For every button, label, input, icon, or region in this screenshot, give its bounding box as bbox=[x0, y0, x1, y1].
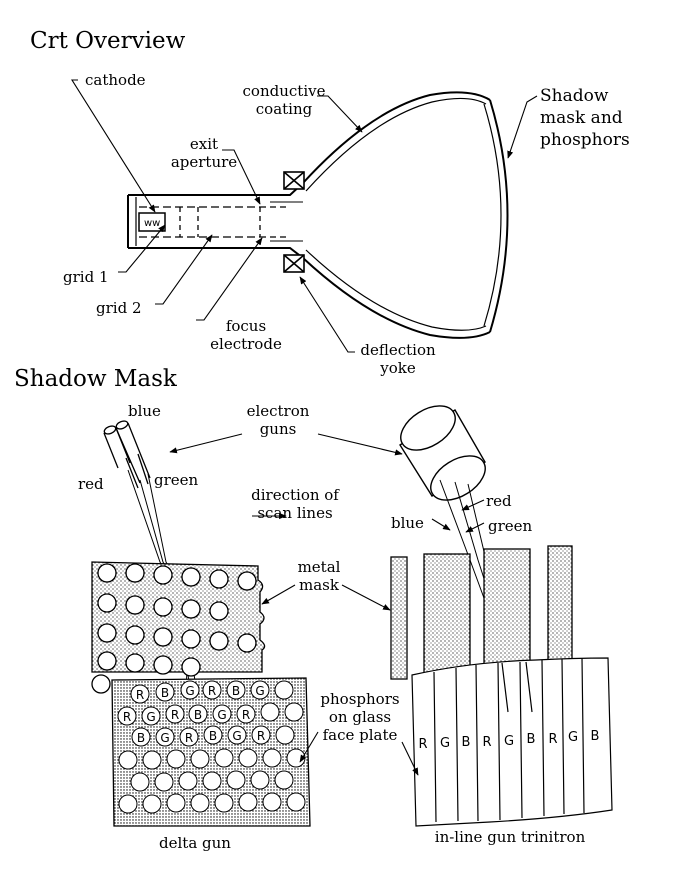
phosphor-strip-letter: B bbox=[590, 729, 600, 744]
inline-electron-gun bbox=[399, 405, 486, 501]
label-red-right: red bbox=[486, 492, 512, 510]
label-focus-electrode: focus electrode bbox=[210, 317, 282, 353]
phosphor-dot-letter: R bbox=[184, 731, 194, 745]
label-grid-1: grid 1 bbox=[63, 268, 109, 286]
crt-overview-title: Crt Overview bbox=[30, 28, 186, 54]
phosphor-strip-letter: R bbox=[548, 732, 558, 747]
label-deflection-yoke: deflection yoke bbox=[360, 341, 436, 377]
phosphor-strip-letter: G bbox=[439, 736, 451, 751]
cathode-element bbox=[138, 212, 166, 232]
phosphor-strip-letter: G bbox=[567, 730, 579, 745]
electron-gun-assembly: ww bbox=[138, 206, 290, 238]
label-delta-gun: delta gun bbox=[159, 834, 231, 852]
shadow-mask-title: Shadow Mask bbox=[14, 366, 177, 392]
label-red-left: red bbox=[78, 475, 104, 493]
label-exit-aperture: exit aperture bbox=[170, 135, 238, 171]
label-direction-scan-lines: direction of scan lines bbox=[251, 486, 339, 522]
crt-tube bbox=[127, 91, 509, 339]
phosphor-dot-letter: G bbox=[160, 731, 170, 745]
label-phosphors-glass: phosphors on glass face plate bbox=[320, 690, 400, 744]
label-shadow-mask-phosphors: Shadow mask and phosphors bbox=[540, 86, 630, 150]
deflection-yoke-coils bbox=[283, 171, 305, 273]
phosphor-dot-letter: B bbox=[231, 684, 241, 698]
shadow-mask-leader-lines bbox=[169, 433, 485, 776]
label-cathode: cathode bbox=[85, 71, 146, 89]
phosphor-dot-letter: G bbox=[217, 708, 227, 722]
label-metal-mask: metal mask bbox=[297, 558, 341, 594]
delta-electron-guns bbox=[103, 420, 151, 489]
label-inline-gun-trinitron: in-line gun trinitron bbox=[434, 828, 586, 846]
phosphor-dot-letter: B bbox=[136, 731, 146, 745]
label-blue-right: blue bbox=[391, 514, 424, 532]
phosphor-strip-letter: B bbox=[526, 732, 536, 747]
svg-text:ww: ww bbox=[144, 218, 160, 229]
phosphor-dot-letter: R bbox=[256, 729, 266, 743]
phosphor-strip-letter: R bbox=[418, 737, 428, 752]
phosphor-dot-letter: G bbox=[255, 684, 265, 698]
phosphor-dot-letter: R bbox=[135, 688, 145, 702]
trinitron-phosphor-plate bbox=[411, 657, 613, 827]
label-electron-guns: electron guns bbox=[246, 402, 310, 438]
label-blue-left: blue bbox=[128, 402, 161, 420]
crt-leader-lines bbox=[71, 79, 538, 353]
label-grid-2: grid 2 bbox=[96, 299, 142, 317]
phosphor-dot-letter: G bbox=[185, 684, 195, 698]
phosphor-dot-letter: G bbox=[146, 710, 156, 724]
phosphor-dot-letter: G bbox=[232, 729, 242, 743]
phosphor-dot-letter: R bbox=[207, 684, 217, 698]
label-conductive-coating: conductive coating bbox=[242, 82, 326, 118]
phosphor-strip-letter: G bbox=[503, 734, 515, 749]
label-green-right: green bbox=[488, 517, 533, 535]
phosphor-dot-letter: B bbox=[160, 686, 170, 700]
phosphor-strip-letter: R bbox=[482, 735, 492, 750]
aperture-grille bbox=[390, 545, 573, 680]
phosphor-dot-letter: B bbox=[193, 708, 203, 722]
label-green-left: green bbox=[154, 471, 199, 489]
phosphor-dot-letter: R bbox=[241, 708, 251, 722]
delta-phosphor-plate bbox=[111, 677, 311, 827]
phosphor-dot-letter: B bbox=[208, 729, 218, 743]
phosphor-strip-letter: B bbox=[461, 735, 471, 750]
delta-metal-mask bbox=[91, 561, 266, 694]
phosphor-dot-letter: R bbox=[122, 710, 132, 724]
phosphor-dot-letter: R bbox=[170, 708, 180, 722]
